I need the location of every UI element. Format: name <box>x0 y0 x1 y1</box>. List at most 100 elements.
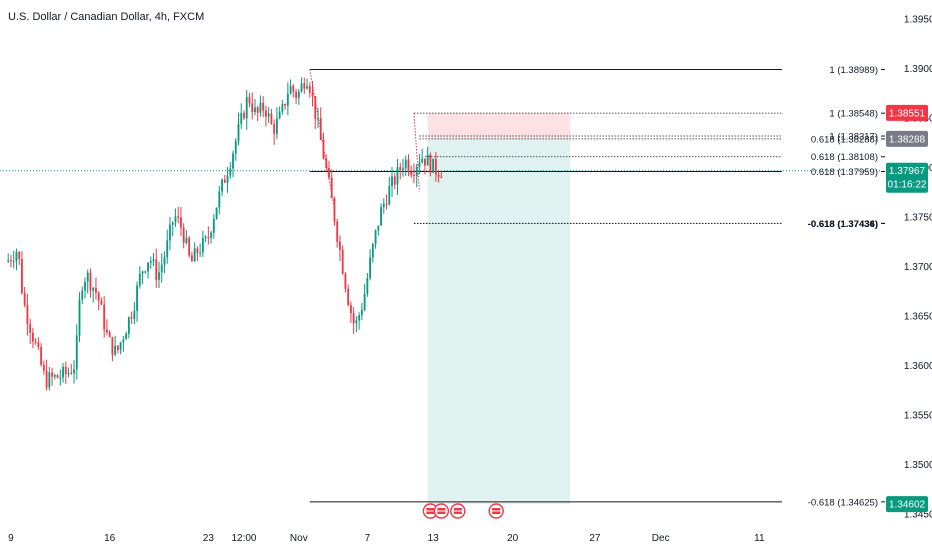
candle-body <box>413 175 415 177</box>
candle-body <box>201 237 204 253</box>
candle-body <box>171 222 174 225</box>
candle-body <box>256 107 259 113</box>
candle-body <box>347 288 350 306</box>
candle-body <box>325 158 328 168</box>
candle-body <box>111 337 114 355</box>
candle-body <box>396 167 399 185</box>
candle-body <box>190 255 193 262</box>
candle-body <box>34 341 37 343</box>
candle-body <box>108 332 111 338</box>
candle-body <box>70 372 73 374</box>
candle-body <box>15 251 18 262</box>
candle-body <box>84 282 86 291</box>
candle-body <box>212 218 215 233</box>
fib-label: 0.618 (1.38288) <box>811 134 878 145</box>
candle-body <box>254 107 256 113</box>
candle-body <box>182 227 185 243</box>
time-tick-label: 13 <box>428 533 440 544</box>
price-axis[interactable]: 1.395001.390001.385001.380001.375001.370… <box>904 14 932 520</box>
candle-body <box>37 342 40 348</box>
candle-body <box>21 259 23 293</box>
candle-body <box>45 370 48 388</box>
fib-label: 1 (1.38548) <box>829 109 878 120</box>
price-tick-label: 1.39000 <box>904 64 932 75</box>
candle-body <box>267 113 270 117</box>
candle-body <box>374 230 377 244</box>
time-axis[interactable]: 9 16 23 12:00 Nov 7 13 20 27 Dec 11 <box>0 523 884 544</box>
target-zone[interactable] <box>427 138 571 505</box>
candle-body <box>399 167 402 170</box>
us-flag-icon[interactable] <box>488 503 504 519</box>
price-tag <box>886 130 928 147</box>
candle-body <box>7 260 10 262</box>
candle-body <box>207 237 210 239</box>
candle-body <box>240 112 243 124</box>
candle-body <box>215 207 218 219</box>
candle-body <box>273 123 276 134</box>
candle-body <box>426 154 429 166</box>
candle-body <box>377 225 380 231</box>
candle-body <box>92 287 95 291</box>
time-tick-label: Nov <box>290 533 308 544</box>
candle-body <box>100 300 103 305</box>
candle-body <box>86 272 89 283</box>
candle-body <box>174 216 177 223</box>
candle-body <box>437 174 440 177</box>
candle-body <box>322 139 325 159</box>
candle-body <box>138 273 141 286</box>
time-tick-label: 23 <box>203 533 215 544</box>
candle-body <box>421 158 424 163</box>
candle-body <box>303 83 306 89</box>
us-flag-icon[interactable] <box>433 503 450 519</box>
candle-body <box>418 162 421 167</box>
candle-body <box>259 102 262 113</box>
candle-body <box>355 320 358 324</box>
candle-body <box>262 102 265 111</box>
candle-body <box>221 179 223 192</box>
candle-body <box>429 154 432 173</box>
time-tick-label: 27 <box>589 533 601 544</box>
candle-body <box>415 166 418 176</box>
price-tag-label: 1.37967 <box>889 166 926 177</box>
price-tick-label: 1.37500 <box>904 212 932 223</box>
candle-body <box>75 335 78 370</box>
candle-body <box>155 259 158 280</box>
price-tick-label: 1.35500 <box>904 411 932 422</box>
fib-label: -0.618 (1.37434) <box>808 219 878 230</box>
candle-body <box>188 237 191 256</box>
candle-body <box>125 333 128 340</box>
candle-body <box>306 86 308 89</box>
candle-body <box>385 203 388 205</box>
stop-zone[interactable] <box>427 112 571 139</box>
time-tick-label: 16 <box>104 533 116 544</box>
candle-body <box>166 240 169 258</box>
candle-body <box>245 97 248 119</box>
candle-body <box>144 271 147 273</box>
candle-body <box>23 292 26 306</box>
candle-body <box>147 262 149 272</box>
us-flag-icon[interactable] <box>450 503 466 519</box>
candle-body <box>243 112 245 119</box>
candle-body <box>223 179 226 183</box>
chart-title: U.S. Dollar / Canadian Dollar, 4h, FXCM <box>8 11 204 23</box>
time-tick-label: 11 <box>754 533 765 544</box>
candle-body <box>286 93 289 106</box>
event-markers[interactable] <box>422 503 504 519</box>
candle-body <box>48 372 51 388</box>
candles <box>7 77 443 391</box>
candle-body <box>358 315 361 321</box>
candle-body <box>26 305 29 325</box>
time-tick-label: 7 <box>365 533 371 544</box>
candle-body <box>292 85 295 92</box>
candle-body <box>344 273 347 289</box>
time-tick-label: 9 <box>8 533 14 544</box>
candle-body <box>407 159 410 172</box>
time-tick-label: 12:00 <box>231 533 256 544</box>
candle-body <box>317 118 319 120</box>
candle-body <box>127 317 130 334</box>
candle-body <box>237 123 240 141</box>
flag-icon[interactable] <box>422 503 439 519</box>
candle-body <box>136 285 138 311</box>
candle-body <box>177 216 180 218</box>
